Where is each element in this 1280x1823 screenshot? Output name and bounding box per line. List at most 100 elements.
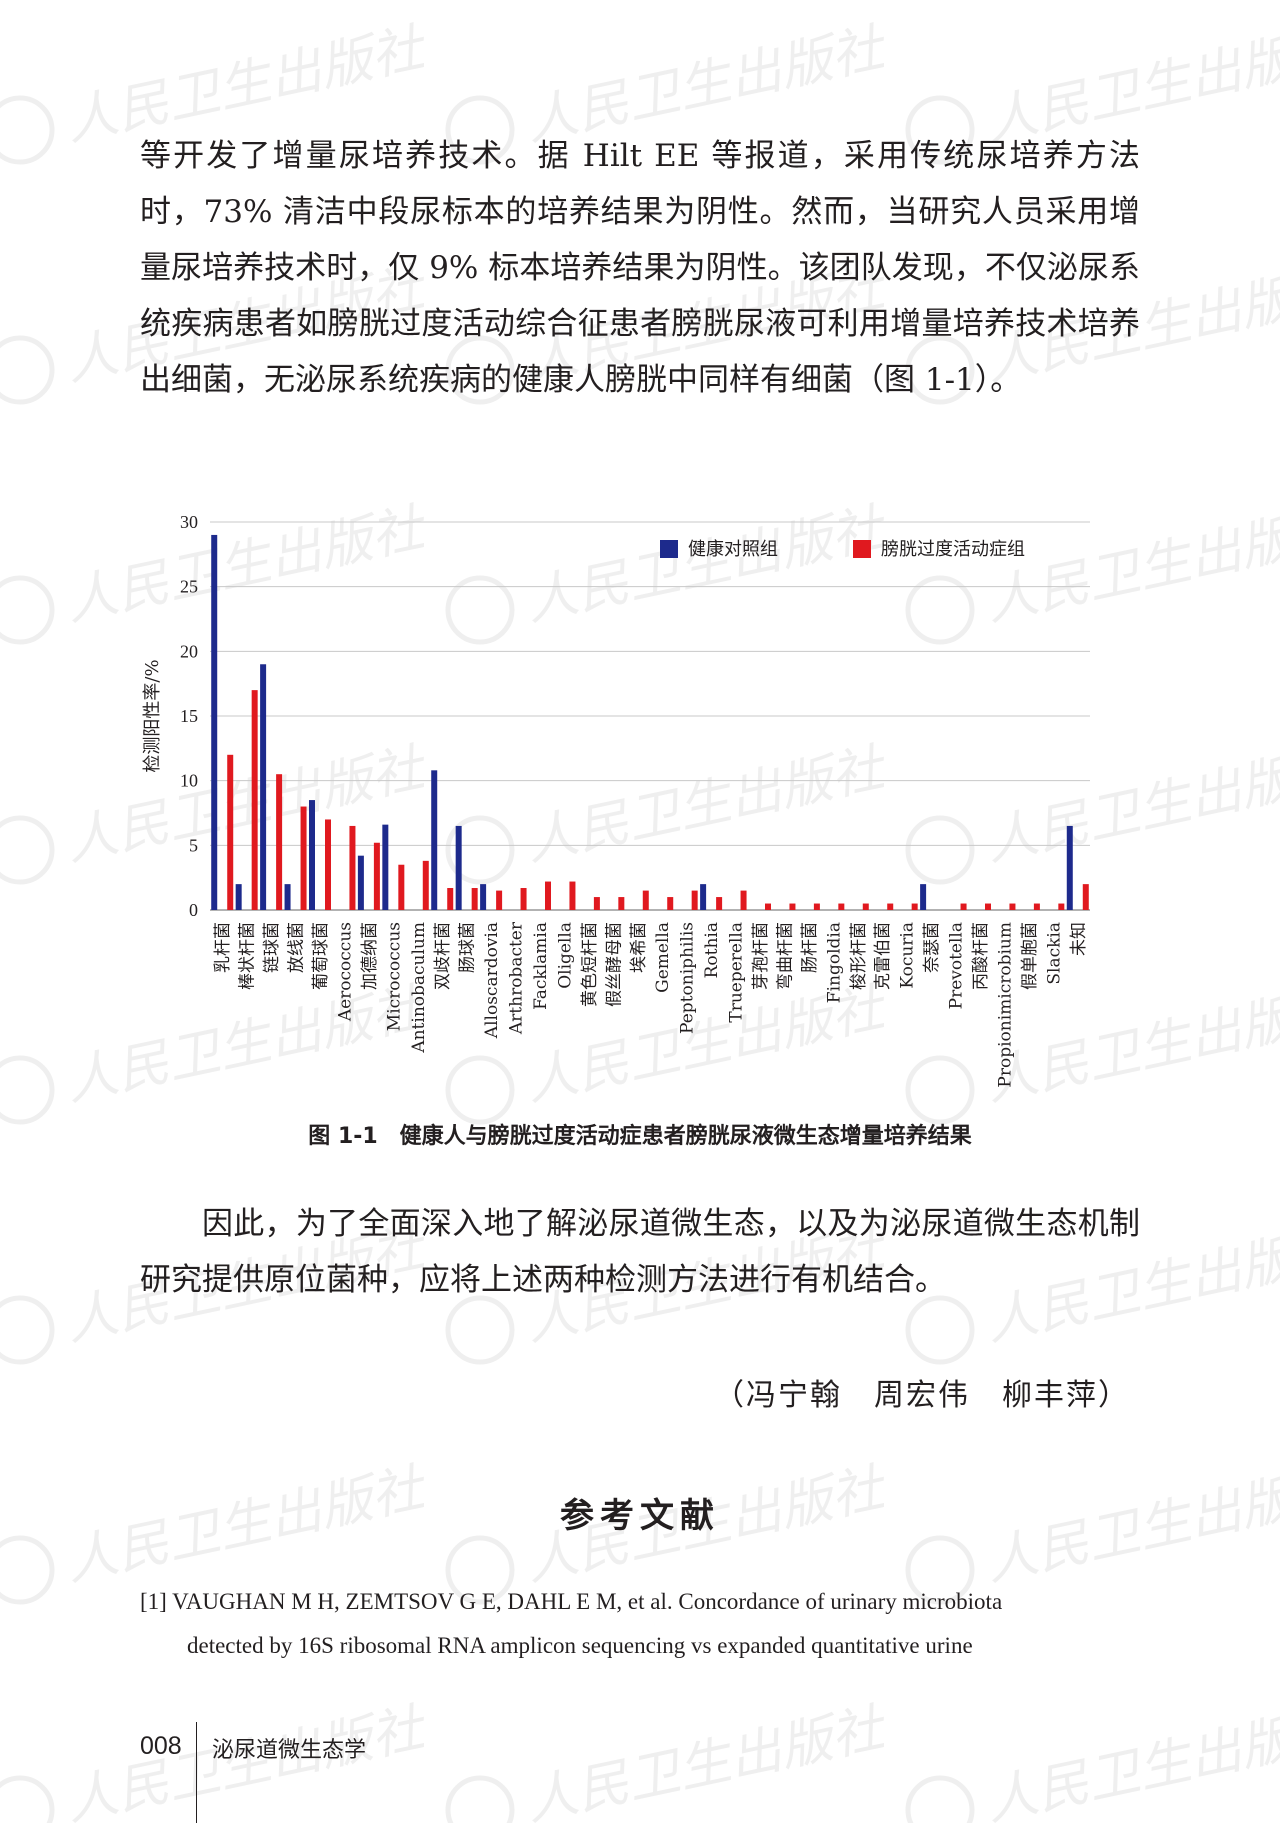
- reference-1-line-1: VAUGHAN M H, ZEMTSOV G E, DAHL E M, et a…: [172, 1589, 1003, 1614]
- x-tick-label: Oligella: [555, 922, 575, 989]
- bar-oab: [740, 890, 747, 910]
- legend-swatch: [853, 540, 871, 558]
- bar-oab: [911, 903, 918, 910]
- x-tick-label: Rothia: [702, 922, 722, 978]
- reference-1: [1] VAUGHAN M H, ZEMTSOV G E, DAHL E M, …: [140, 1580, 1140, 1668]
- x-tick-label: 梭形杆菌: [849, 922, 869, 990]
- bar-oab: [1033, 903, 1040, 910]
- bar-oab: [1058, 903, 1065, 910]
- x-tick-label: 肠球菌: [458, 922, 478, 973]
- bar-oab: [422, 860, 429, 910]
- x-tick-label: Alloscardovia: [482, 922, 502, 1039]
- x-tick-label: 弯曲杆菌: [775, 922, 795, 990]
- bar-oab: [813, 903, 820, 910]
- bar-oab: [1082, 884, 1089, 910]
- x-tick-label: 假丝酵母菌: [604, 922, 624, 1007]
- body-paragraph-1: 等开发了增量尿培养技术。据 Hilt EE 等报道，采用传统尿培养方法时，73%…: [140, 138, 1140, 398]
- bar-oab: [447, 888, 454, 910]
- bar-oab: [838, 903, 845, 910]
- bar-oab: [667, 897, 674, 910]
- bar-oab: [471, 888, 478, 910]
- legend-label: 健康对照组: [688, 539, 778, 560]
- x-tick-label: 丙酸杆菌: [971, 922, 991, 990]
- x-tick-label: Trueperella: [727, 922, 747, 1023]
- bar-oab: [960, 903, 967, 910]
- bar-oab: [569, 881, 576, 910]
- bar-oab: [373, 842, 380, 910]
- watermark-mark: 人民卫生出版社: [905, 1698, 1280, 1823]
- bar-chart: 0 5 10 15 20 25 30 检测阳性率/% 乳杆菌 棒状杆菌 链球菌 放线菌 葡萄球菌 Aero…: [142, 512, 1090, 1088]
- bar-oab: [251, 690, 258, 910]
- y-tick-label: 15: [180, 706, 198, 726]
- x-tick-label: Fingoldia: [824, 922, 844, 1003]
- bar-healthy: [455, 825, 462, 910]
- bar-oab: [1009, 903, 1016, 910]
- bar-oab: [520, 888, 527, 910]
- bar-healthy: [260, 664, 267, 910]
- bar-healthy: [382, 824, 389, 910]
- bar-healthy: [1066, 825, 1073, 910]
- x-tick-label: 黄色短杆菌: [580, 922, 600, 1007]
- bar-healthy: [920, 884, 927, 910]
- bar-oab: [593, 897, 600, 910]
- bar-oab: [496, 890, 503, 910]
- x-tick-label: Propionimicrobium: [995, 922, 1015, 1088]
- x-tick-label: Prevotella: [947, 922, 967, 1009]
- bar-oab: [618, 897, 625, 910]
- bar-oab: [862, 903, 869, 910]
- y-tick-label: 25: [180, 577, 198, 597]
- x-tick-label: 肠杆菌: [800, 922, 820, 973]
- bar-oab: [985, 903, 991, 910]
- x-tick-label: 未知: [1069, 922, 1089, 956]
- y-tick-label: 5: [189, 835, 198, 855]
- figure-caption: 图 1-1 健康人与膀胱过度活动症患者膀胱尿液微生态增量培养结果: [308, 1124, 972, 1149]
- x-tick-label: 葡萄球菌: [311, 922, 331, 990]
- bar-healthy: [480, 884, 487, 910]
- x-tick-label: 双歧杆菌: [433, 922, 453, 990]
- reference-1-line-2: detected by 16S ribosomal RNA amplicon s…: [187, 1633, 973, 1658]
- svg-text:人民卫生出版社: 人民卫生出版社: [980, 1698, 1280, 1823]
- authors-line: （冯宁翰 周宏伟 柳丰萍）: [714, 1378, 1130, 1413]
- bar-oab: [300, 806, 307, 910]
- bar-oab: [887, 903, 894, 910]
- y-tick-label: 10: [180, 771, 198, 791]
- x-tick-label: Antinobaculum: [409, 922, 429, 1054]
- bar-oab: [227, 754, 234, 910]
- bar-oab: [789, 903, 796, 910]
- x-tick-label: 芽孢杆菌: [751, 922, 771, 990]
- references-title: 参考文献: [560, 1496, 720, 1536]
- x-tick-label: Facklamia: [531, 922, 551, 1010]
- x-tick-label: 棒状杆菌: [238, 922, 258, 990]
- x-tick-label: 奈瑟菌: [922, 922, 942, 973]
- legend-label: 膀胱过度活动症组: [881, 539, 1025, 560]
- bar-oab: [642, 890, 649, 910]
- x-tick-label: 放线菌: [287, 922, 307, 973]
- footer-divider: [196, 1722, 197, 1823]
- x-tick-label: 克雷伯菌: [873, 922, 893, 990]
- reference-1-number: [1]: [140, 1589, 167, 1614]
- bar-healthy: [211, 534, 218, 910]
- x-tick-label: Gemella: [653, 922, 673, 993]
- bar-oab: [691, 890, 698, 910]
- x-tick-label: Arthrobacter: [507, 921, 527, 1035]
- bar-oab: [765, 903, 771, 910]
- bar-healthy: [309, 800, 315, 910]
- bar-healthy: [700, 884, 707, 910]
- x-tick-label: Kocuria: [898, 922, 918, 989]
- bar-oab: [349, 825, 356, 910]
- y-axis-title: 检测阳性率/%: [142, 659, 163, 772]
- page-number: 008: [140, 1732, 182, 1760]
- x-tick-label: Micrococcus: [384, 922, 404, 1031]
- running-footer-title: 泌尿道微生态学: [212, 1738, 367, 1763]
- x-tick-label: 加德纳菌: [360, 922, 380, 990]
- svg-text:人民卫生出版社: 人民卫生出版社: [520, 1698, 892, 1823]
- bar-oab: [276, 774, 283, 910]
- x-tick-label: 乳杆菌: [213, 922, 233, 973]
- bar-oab: [716, 897, 723, 910]
- watermark-mark: 人民卫生出版社: [445, 1698, 893, 1823]
- x-tick-label: 链球菌: [262, 922, 282, 973]
- legend-swatch: [660, 540, 678, 558]
- bar-oab: [325, 819, 331, 910]
- bar-healthy: [284, 884, 291, 910]
